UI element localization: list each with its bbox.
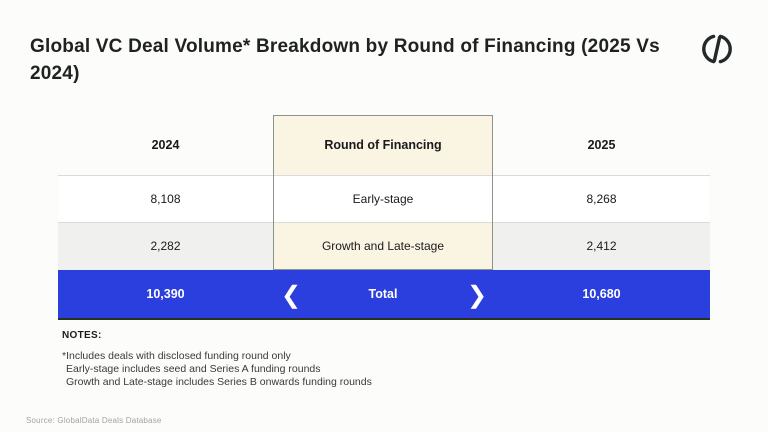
growth-late-stage-label: Growth and Late-stage — [273, 222, 493, 270]
notes-section: NOTES: *Includes deals with disclosed fu… — [62, 330, 622, 389]
header-2025: 2025 — [587, 138, 616, 152]
early-stage-label: Early-stage — [352, 191, 414, 206]
table-header-row: 2024 Round of Financing 2025 — [58, 115, 710, 175]
header-2024: 2024 — [151, 138, 180, 152]
table-row: 8,108 Early-stage 8,268 — [58, 175, 710, 222]
chevron-right-icon: ❯ — [466, 281, 488, 309]
early-stage-2024-value: 8,108 — [150, 191, 181, 206]
vc-deal-volume-table: 2024 Round of Financing 2025 8,108 Early… — [58, 115, 710, 320]
table-row: 2,282 Growth and Late-stage 2,412 — [58, 222, 710, 270]
notes-label: NOTES: — [62, 330, 102, 341]
growth-late-stage-2025-value: 2,412 — [493, 222, 710, 270]
total-row: 10,390 Total 10,680 ❮ ❯ — [58, 270, 710, 320]
total-label: Total — [368, 287, 398, 301]
source-attribution: Source: GlobalData Deals Database — [26, 416, 162, 425]
total-2024-value: 10,390 — [146, 287, 185, 301]
globaldata-logo-icon — [699, 31, 735, 67]
header-round-of-financing: Round of Financing — [273, 115, 493, 175]
row-divider — [58, 175, 710, 176]
note-line: Growth and Late-stage includes Series B … — [66, 376, 372, 388]
row-divider — [58, 222, 710, 223]
early-stage-2025-value: 8,268 — [586, 191, 617, 206]
growth-late-stage-2024-value: 2,282 — [58, 222, 273, 270]
note-line: Early-stage includes seed and Series A f… — [66, 363, 321, 375]
total-2025-value: 10,680 — [582, 287, 621, 301]
page-title: Global VC Deal Volume* Breakdown by Roun… — [30, 36, 660, 84]
note-line: *Includes deals with disclosed funding r… — [62, 350, 291, 362]
chevron-left-icon: ❮ — [280, 281, 302, 309]
